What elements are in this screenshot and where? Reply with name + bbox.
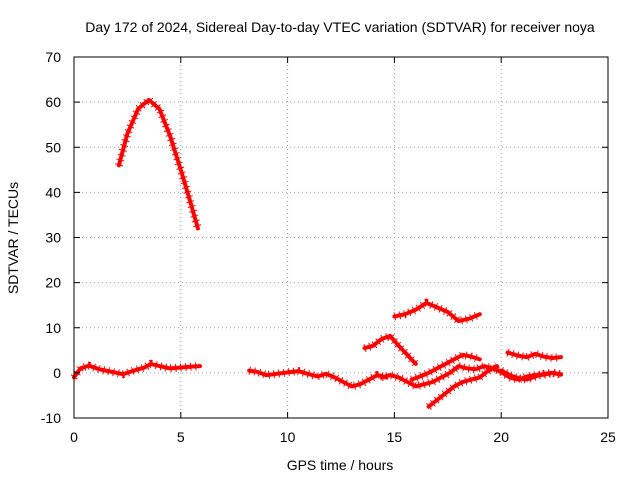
series-line-arc-2 <box>72 361 202 380</box>
series-line-arc-9 <box>505 350 563 360</box>
series-line-arc-6 <box>392 300 482 323</box>
series-line-arc-5 <box>379 364 563 389</box>
y-tick-label: 10 <box>45 320 61 336</box>
y-tick-label: 50 <box>45 139 61 155</box>
x-tick-label: 15 <box>387 429 403 445</box>
x-tick-label: 5 <box>177 429 185 445</box>
y-axis-label: SDTVAR / TECUs <box>5 182 21 294</box>
data-series <box>70 94 563 410</box>
x-tick-label: 10 <box>280 429 296 445</box>
series-line-arc-3 <box>247 368 388 389</box>
y-tick-label: -10 <box>41 410 61 426</box>
series-line-arc-4 <box>362 333 418 366</box>
grid <box>74 57 608 418</box>
x-tick-label: 0 <box>70 429 78 445</box>
y-tick-label: 60 <box>45 94 61 110</box>
series-line-arc-10 <box>499 368 563 382</box>
y-tick-label: 20 <box>45 275 61 291</box>
x-axis-label: GPS time / hours <box>287 457 394 473</box>
y-tick-label: 40 <box>45 184 61 200</box>
y-tick-label: 0 <box>53 365 61 381</box>
series-line-arc-7 <box>409 352 482 382</box>
y-tick-label: 70 <box>45 49 61 65</box>
x-tick-label: 25 <box>600 429 616 445</box>
x-tick-label: 20 <box>493 429 509 445</box>
y-tick-label: 30 <box>45 230 61 246</box>
series-line-arc-1 <box>116 97 200 231</box>
chart-title: Day 172 of 2024, Sidereal Day-to-day VTE… <box>85 19 595 35</box>
axis-ticks: 0 5 10 15 20 25 -10 0 10 20 30 40 50 60 70 <box>41 49 616 445</box>
series-line-arc-8 <box>426 364 499 409</box>
